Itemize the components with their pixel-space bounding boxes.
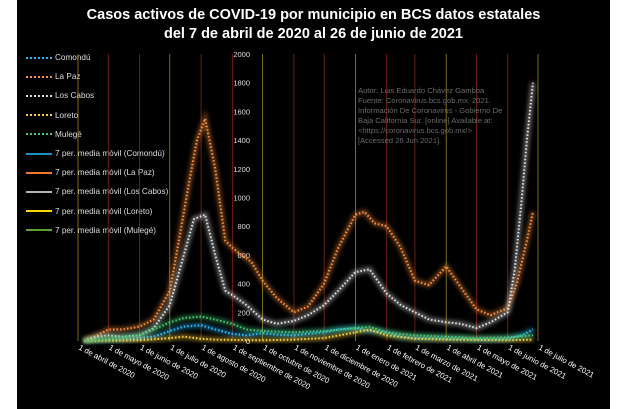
chart-legend: Comondú La Paz Los Cabos Loreto Mulegé 7…	[26, 48, 226, 240]
legend-swatch	[26, 112, 52, 118]
legend-swatch	[26, 227, 52, 233]
legend-label: 7 per. media móvil (Loreto)	[55, 206, 153, 216]
series-glow	[83, 109, 536, 344]
legend-item: Comondú	[26, 48, 226, 67]
y-tick-label: 1200	[233, 165, 250, 174]
legend-swatch	[26, 170, 52, 176]
legend-swatch	[26, 151, 52, 157]
y-tick-label: 1600	[233, 107, 250, 116]
chart-title-line-2: del 7 de abril de 2020 al 26 de junio de…	[164, 26, 463, 42]
watermark-line: Fuente: Coronavirus.bcs.gob.mx. 2021.	[358, 96, 491, 105]
legend-label: 7 per. media móvil (La Paz)	[55, 168, 155, 178]
legend-swatch	[26, 74, 52, 80]
watermark-line: <https://coronavirus.bcs.gob.mx/>	[358, 126, 473, 135]
legend-item: 7 per. media móvil (Comondú)	[26, 144, 226, 163]
legend-label: 7 per. media móvil (Comondú)	[55, 149, 165, 159]
legend-item: 7 per. media móvil (Loreto)	[26, 202, 226, 221]
watermark-line: [Accessed 26 Jun 2021].	[358, 136, 441, 145]
legend-label: 7 per. media móvil (Mulegé)	[55, 225, 157, 235]
legend-label: Los Cabos	[55, 91, 95, 101]
series-line	[83, 82, 534, 342]
y-tick-label: 1000	[233, 194, 250, 203]
legend-label: La Paz	[55, 72, 81, 82]
legend-swatch	[26, 93, 52, 99]
y-tick-label: 400	[237, 280, 250, 289]
legend-item: 7 per. media móvil (La Paz)	[26, 163, 226, 182]
y-tick-label: 1800	[233, 79, 250, 88]
legend-item: 7 per. media móvil (Los Cabos)	[26, 182, 226, 201]
legend-item: 7 per. media móvil (Mulegé)	[26, 221, 226, 240]
chart-title-line-1: Casos activos de COVID-19 por municipio …	[86, 7, 541, 23]
watermark-line: Baja California Sur. [online] Available …	[358, 116, 493, 125]
legend-label: 7 per. media móvil (Los Cabos)	[55, 187, 169, 197]
y-tick-label: 200	[237, 308, 250, 317]
legend-swatch	[26, 208, 52, 214]
legend-swatch	[26, 189, 52, 195]
legend-label: Mulegé	[55, 129, 82, 139]
series-line	[83, 315, 534, 342]
legend-item: Los Cabos	[26, 86, 226, 105]
legend-item: Loreto	[26, 106, 226, 125]
legend-item: Mulegé	[26, 125, 226, 144]
y-tick-label: 2000	[233, 50, 250, 59]
legend-swatch	[26, 55, 52, 61]
y-tick-label: 1400	[233, 136, 250, 145]
y-tick-label: 800	[237, 222, 250, 231]
legend-swatch	[26, 131, 52, 137]
legend-item: La Paz	[26, 67, 226, 86]
legend-label: Loreto	[55, 110, 79, 120]
legend-label: Comondú	[55, 53, 91, 63]
watermark-line: Información De Coronavirus - Gobierno De	[358, 106, 502, 115]
watermark-line: Autor: Luis Eduardo Chávez Gamboa	[358, 86, 485, 95]
series-line	[84, 328, 534, 342]
